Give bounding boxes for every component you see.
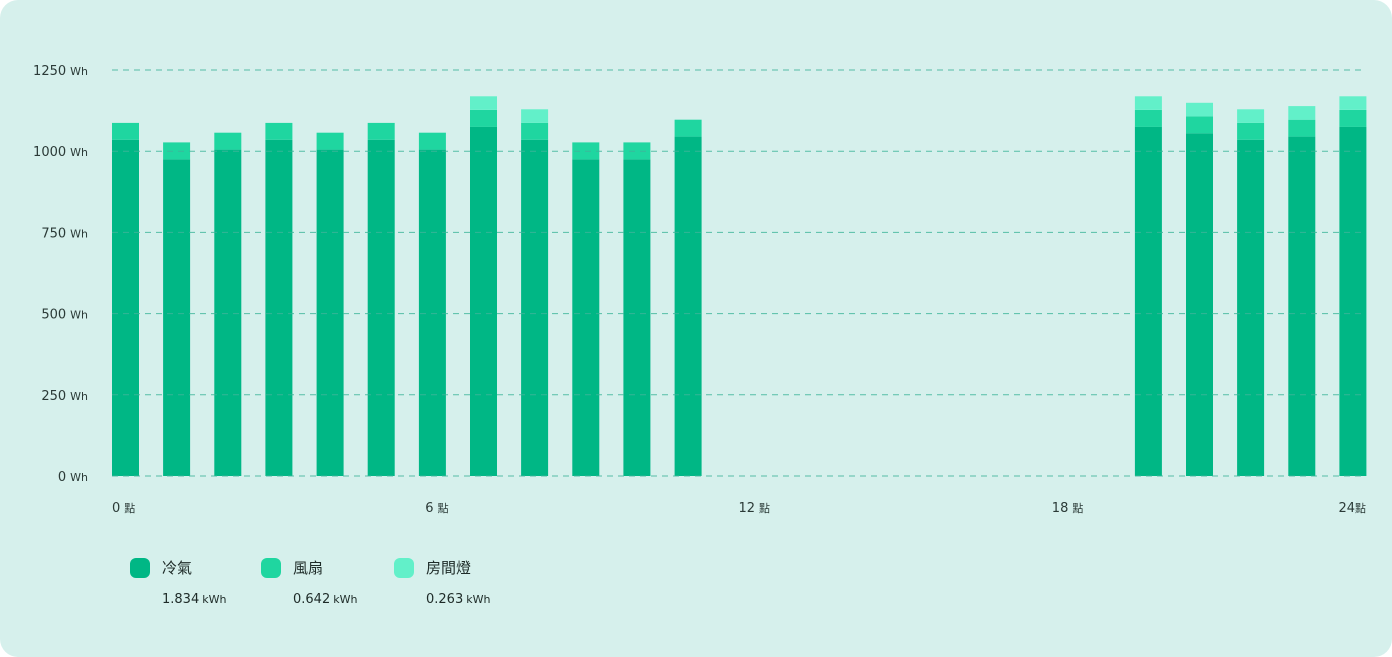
bar-20-series-0: [1134, 126, 1162, 477]
legend-value-fan: 0.642 kWh: [293, 592, 358, 607]
y-tick-label-500: 500 Wh: [41, 308, 88, 323]
legend-value-room-light: 0.263 kWh: [426, 592, 491, 607]
bar-2-series-1: [214, 132, 242, 150]
bar-5-series-0: [367, 139, 395, 477]
bar-10-series-1: [623, 142, 651, 160]
bar-2-series-0: [214, 149, 242, 476]
bar-23-series-1: [1288, 119, 1316, 137]
legend-label-fan: 風扇: [293, 559, 324, 577]
x-tick-label-12: 12 點: [739, 501, 771, 516]
legend: 冷氣 1.834 kWh 風扇 0.642 kWh 房間燈 0.263 kWh: [0, 556, 1392, 636]
bar-7-series-2: [470, 96, 497, 110]
bar-21-series-1: [1186, 116, 1213, 134]
bar-9-series-0: [572, 159, 600, 477]
bar-23-series-0: [1288, 136, 1316, 476]
x-tick-label-18: 18 點: [1052, 501, 1084, 516]
legend-label-aircon: 冷氣: [162, 559, 193, 577]
bar-22-series-0: [1237, 139, 1265, 477]
bar-4-series-0: [316, 149, 344, 476]
bar-24-series-0: [1339, 126, 1367, 477]
bar-5-series-1: [367, 122, 395, 140]
bar-20-series-1: [1134, 110, 1162, 127]
legend-value-aircon: 1.834 kWh: [162, 592, 227, 607]
bar-1-series-0: [163, 159, 191, 477]
bar-4-series-1: [316, 132, 344, 150]
legend-swatch-aircon: [130, 558, 150, 578]
bar-8-series-1: [521, 122, 549, 140]
bar-7-series-0: [470, 126, 497, 477]
bar-23-series-2: [1288, 106, 1316, 120]
bar-8-series-2: [521, 109, 549, 123]
bar-3-series-0: [265, 139, 293, 477]
bar-0-series-1: [112, 122, 139, 140]
stacked-bar-chart: 0 Wh 250 Wh 500 Wh 750 Wh 1000 Wh 1250 Wh 0 點 6 點 12 點 18 點…: [33, 64, 1367, 516]
bar-22-series-2: [1237, 109, 1265, 123]
y-tick-label-1250: 1250 Wh: [33, 64, 88, 79]
bar-1-series-1: [163, 142, 191, 160]
bar-24-series-2: [1339, 96, 1367, 110]
bar-21-series-0: [1186, 133, 1213, 477]
bar-11-series-1: [674, 119, 702, 137]
bar-6-series-0: [418, 149, 446, 476]
bar-21-series-2: [1186, 102, 1213, 117]
bar-10-series-0: [623, 159, 651, 477]
bar-24-series-1: [1339, 110, 1367, 127]
bar-22-series-1: [1237, 122, 1265, 140]
bar-20-series-2: [1134, 96, 1162, 110]
y-tick-label-250: 250 Wh: [41, 389, 88, 404]
bar-6-series-1: [418, 132, 446, 150]
y-tick-label-750: 750 Wh: [41, 226, 88, 241]
bar-0-series-0: [112, 139, 139, 477]
y-tick-label-1000: 1000 Wh: [33, 145, 88, 160]
legend-label-room-light: 房間燈: [426, 559, 472, 577]
bar-11-series-0: [674, 136, 702, 476]
bar-8-series-0: [521, 139, 549, 477]
y-tick-label-0: 0 Wh: [58, 470, 88, 485]
bar-7-series-1: [470, 110, 497, 127]
legend-swatch-room-light: [394, 558, 414, 578]
x-tick-label-24: 24點: [1338, 501, 1366, 516]
legend-swatch-fan: [261, 558, 281, 578]
bar-3-series-1: [265, 122, 293, 140]
